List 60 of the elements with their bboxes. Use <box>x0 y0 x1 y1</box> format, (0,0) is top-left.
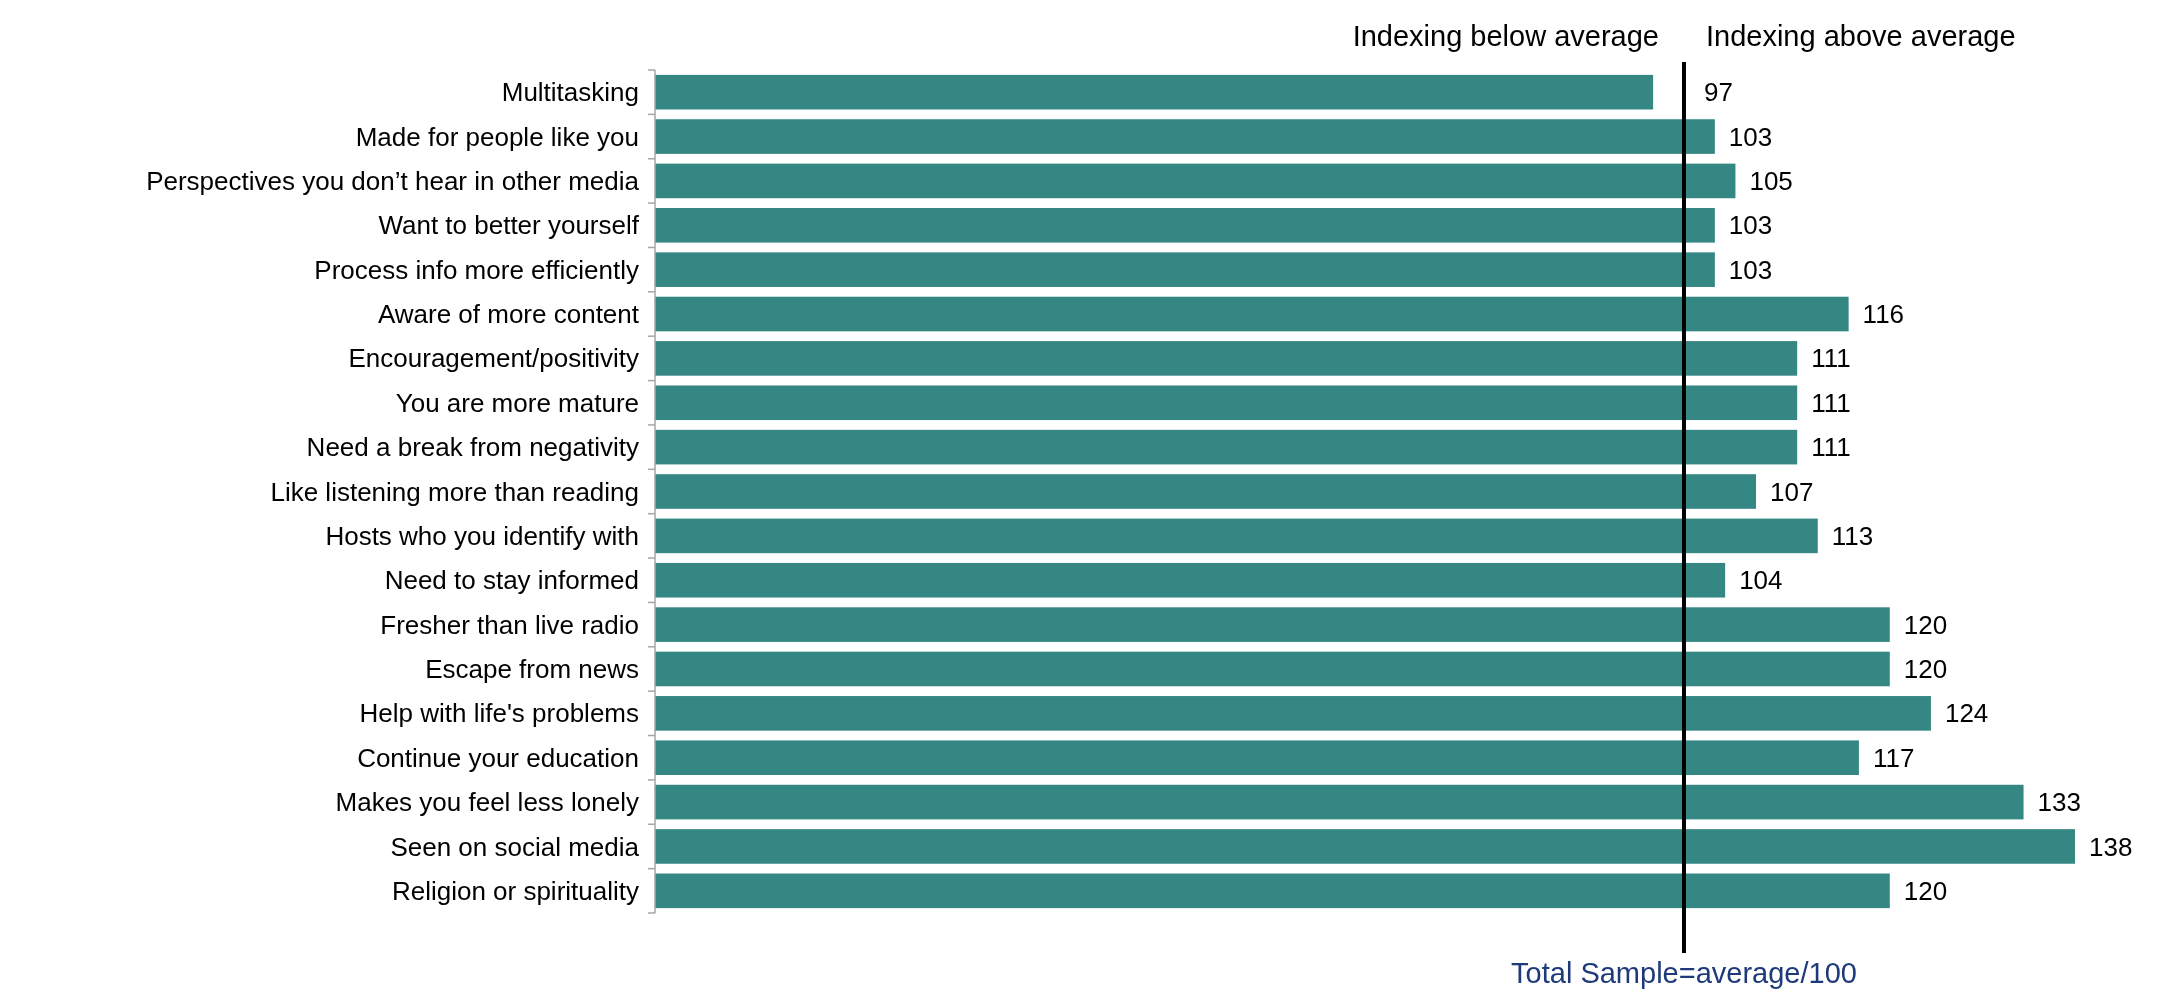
bar <box>655 385 1798 421</box>
data-label: 133 <box>2037 787 2081 818</box>
bar <box>655 607 1890 642</box>
y-tick-label: Religion or spirituality <box>391 875 639 906</box>
y-tick-label: Want to better yourself <box>378 210 640 241</box>
y-tick-label: Aware of more content <box>377 299 640 330</box>
data-label: 111 <box>1811 432 1851 463</box>
bar <box>655 784 2024 820</box>
y-tick-label: Makes you feel less lonely <box>335 787 639 818</box>
data-label: 111 <box>1811 343 1851 374</box>
data-label: 105 <box>1749 166 1793 197</box>
data-label: 120 <box>1903 609 1948 640</box>
bar <box>655 740 1859 776</box>
data-label: 124 <box>1944 698 1989 729</box>
y-tick-label: Process info more efficiently <box>314 254 639 285</box>
y-tick-label: Seen on social media <box>390 831 640 862</box>
text: Indexing below average <box>1352 20 1659 52</box>
data-label: 138 <box>2089 831 2133 862</box>
data-label: 120 <box>1903 654 1948 685</box>
y-tick-label: Hosts who you identify with <box>325 520 639 551</box>
y-tick-label: Help with life's problems <box>359 698 639 729</box>
y-tick-label: Made for people like you <box>355 121 639 152</box>
y-tick-label: Like listening more than reading <box>270 476 639 507</box>
text: Indexing above average <box>1705 20 2016 52</box>
bar <box>655 829 2075 864</box>
bar <box>655 74 1654 110</box>
y-tick-label: Escape from news <box>425 654 639 685</box>
data-label: 113 <box>1831 520 1874 551</box>
data-label: 103 <box>1728 254 1773 285</box>
bar <box>655 207 1715 243</box>
y-tick-label: Multitasking <box>501 77 639 108</box>
bar <box>655 873 1890 909</box>
y-tick-label: Fresher than live radio <box>380 609 639 640</box>
y-tick-label: You are more mature <box>395 387 639 418</box>
bar <box>655 341 1798 376</box>
bar <box>655 562 1726 598</box>
data-label: 117 <box>1872 742 1915 773</box>
data-label: 104 <box>1739 565 1783 596</box>
data-label: 107 <box>1770 476 1814 507</box>
data-label: 116 <box>1862 299 1905 330</box>
y-tick-label: Encouragement/positivity <box>348 343 639 374</box>
data-label: 103 <box>1728 121 1773 152</box>
bar <box>655 252 1715 287</box>
data-label: 97 <box>1703 77 1733 108</box>
bar <box>655 518 1818 554</box>
y-tick-label: Need to stay informed <box>384 565 639 596</box>
ref-line-label: Total Sample=average/100 <box>1511 957 1857 989</box>
bar <box>655 163 1736 199</box>
bar <box>655 696 1931 731</box>
bar <box>655 651 1890 687</box>
y-tick-label: Need a break from negativity <box>306 432 639 463</box>
bar <box>655 296 1849 332</box>
data-label: 103 <box>1728 210 1773 241</box>
bar <box>655 119 1715 154</box>
bar <box>655 429 1798 465</box>
data-label: 111 <box>1811 387 1851 418</box>
y-tick-label: Perspectives you don’t hear in other media <box>146 166 640 197</box>
data-label: 120 <box>1903 875 1948 906</box>
bar <box>655 474 1757 509</box>
y-tick-label: Continue your education <box>357 742 639 773</box>
